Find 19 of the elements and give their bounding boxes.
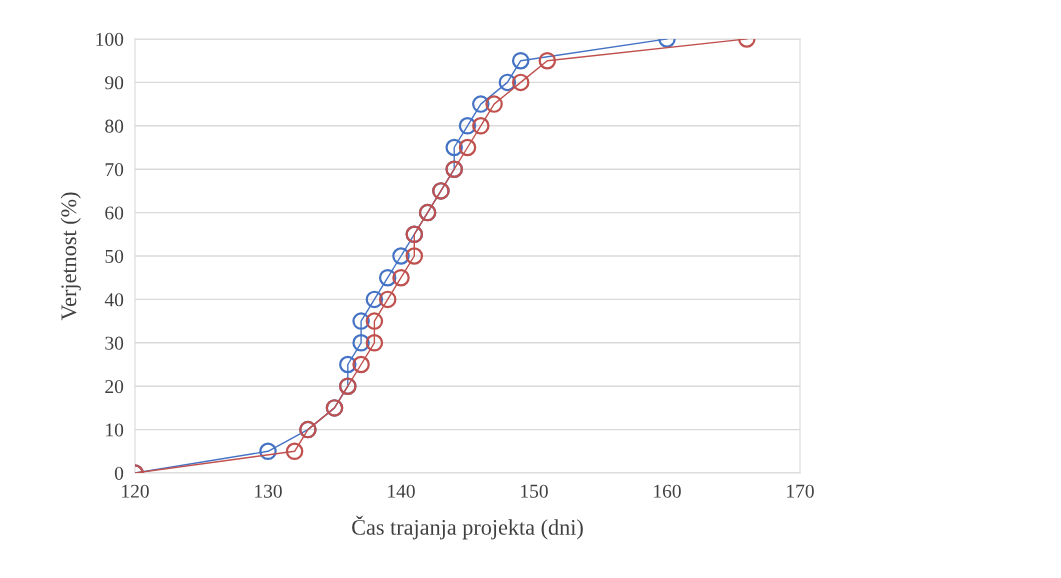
y-tick-label: 60 <box>105 206 124 220</box>
x-tick-label: 160 <box>654 484 681 498</box>
x-axis-title: Čas trajanja projekta (dni) <box>352 515 583 540</box>
y-tick-label: 40 <box>104 293 124 307</box>
y-axis-title: Verjetnost (%) <box>60 192 81 321</box>
y-tick-label: 0 <box>114 466 124 480</box>
y-tick-label: 80 <box>105 119 124 133</box>
y-tick-label: 20 <box>105 380 124 394</box>
x-tick-label: 140 <box>388 484 415 498</box>
y-tick-label: 30 <box>105 336 124 350</box>
x-tick-label: 120 <box>122 484 149 498</box>
y-tick-label: 90 <box>105 76 124 90</box>
x-tick-label: 150 <box>521 484 548 498</box>
y-tick-label: 10 <box>106 423 124 437</box>
y-tick-label: 50 <box>105 249 124 263</box>
y-tick-label: 100 <box>96 32 124 46</box>
x-tick-label: 130 <box>255 484 282 498</box>
x-tick-label: 170 <box>787 484 814 498</box>
y-tick-label: 70 <box>105 163 124 177</box>
